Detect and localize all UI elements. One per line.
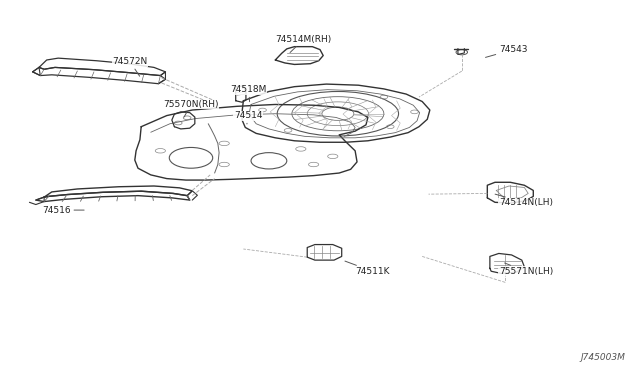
Text: 74514: 74514	[234, 111, 262, 124]
Text: 74572N: 74572N	[113, 57, 148, 76]
Text: 74511K: 74511K	[345, 261, 390, 276]
Text: 75570N(RH): 75570N(RH)	[164, 100, 219, 117]
Text: 74543: 74543	[486, 45, 527, 57]
Text: 75571N(LH): 75571N(LH)	[499, 263, 553, 276]
Text: 74514M(RH): 74514M(RH)	[275, 35, 332, 52]
Text: 74514N(LH): 74514N(LH)	[495, 194, 553, 207]
Text: 74518M: 74518M	[230, 85, 267, 102]
Text: J745003M: J745003M	[580, 353, 625, 362]
Text: 74516: 74516	[42, 206, 84, 215]
